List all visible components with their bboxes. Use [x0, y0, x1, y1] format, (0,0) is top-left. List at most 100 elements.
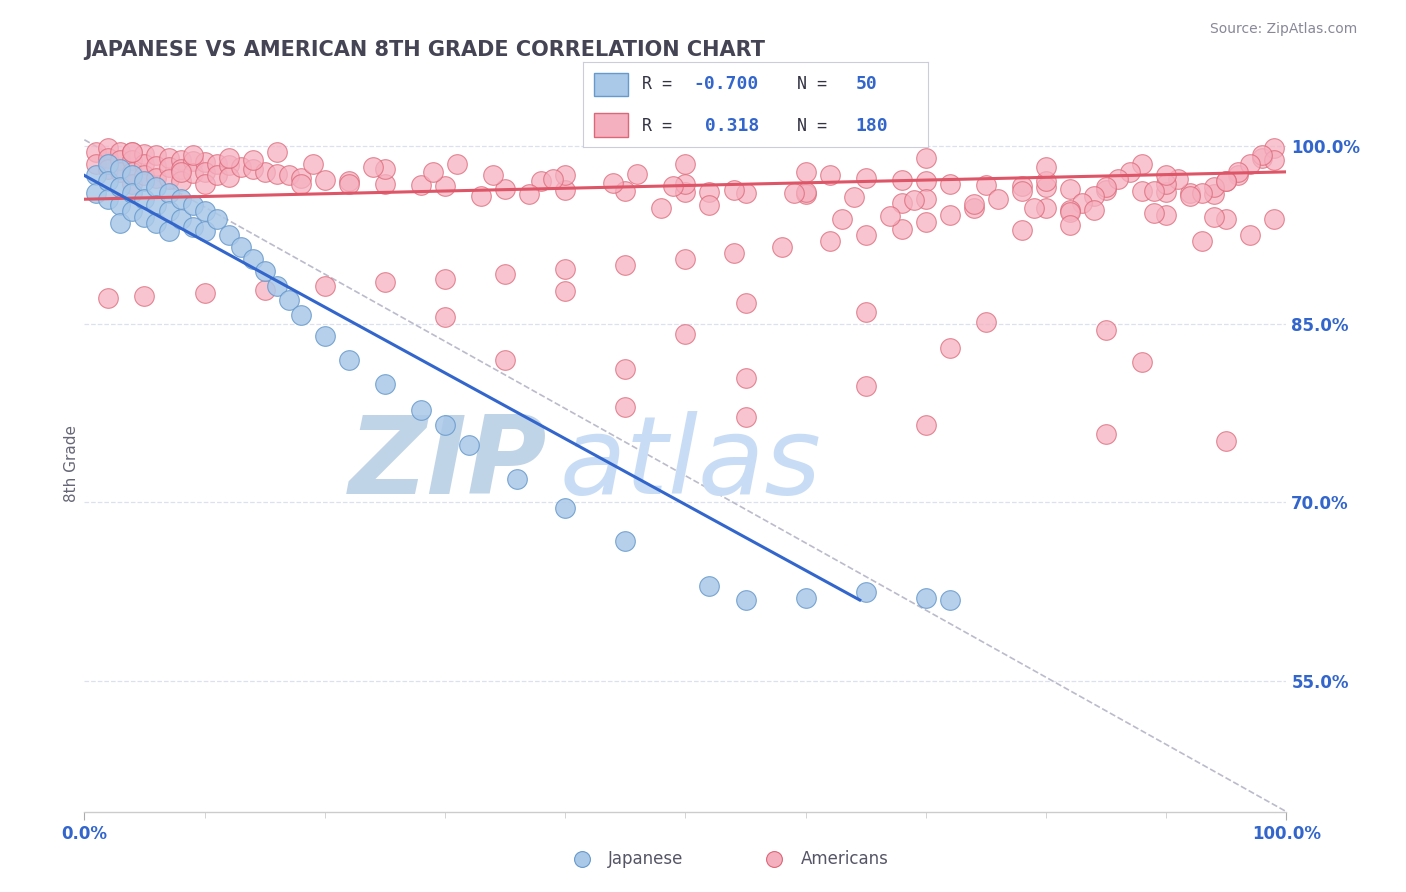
Point: [1251, 148, 1274, 162]
Point: [974, 178, 997, 192]
Point: [157, 172, 180, 186]
Point: [110, 198, 132, 212]
Point: [890, 195, 912, 210]
Point: [1215, 212, 1237, 227]
Point: [602, 176, 624, 190]
Point: [121, 145, 143, 159]
Text: N =: N =: [797, 75, 837, 93]
Point: [277, 169, 299, 183]
Point: [915, 192, 938, 206]
Point: [1156, 177, 1178, 191]
Point: [1263, 153, 1285, 167]
Point: [699, 185, 721, 199]
Point: [205, 212, 228, 227]
Point: [915, 151, 938, 165]
Point: [734, 409, 756, 424]
Point: [1263, 141, 1285, 155]
Point: [205, 156, 228, 170]
Point: [145, 180, 167, 194]
Y-axis label: 8th Grade: 8th Grade: [63, 425, 79, 502]
Point: [134, 210, 156, 224]
Point: [218, 169, 240, 184]
Point: [675, 252, 697, 266]
Point: [482, 169, 505, 183]
Point: [794, 187, 817, 202]
Text: Source: ZipAtlas.com: Source: ZipAtlas.com: [1209, 22, 1357, 37]
Point: [1215, 174, 1237, 188]
Point: [157, 151, 180, 165]
Point: [110, 216, 132, 230]
Point: [1083, 202, 1105, 217]
Point: [229, 160, 252, 174]
Point: [1251, 151, 1274, 165]
Point: [242, 252, 264, 266]
Point: [818, 234, 841, 248]
Point: [1191, 234, 1213, 248]
Point: [1083, 188, 1105, 202]
Point: [723, 183, 745, 197]
Point: [554, 501, 576, 516]
Point: [145, 159, 167, 173]
Point: [218, 227, 240, 242]
Point: [794, 165, 817, 179]
Point: [253, 263, 276, 277]
Point: [86, 169, 108, 183]
Point: [939, 208, 962, 222]
Point: [446, 156, 468, 170]
Point: [855, 305, 877, 319]
Point: [1156, 169, 1178, 183]
Point: [675, 156, 697, 170]
Point: [194, 204, 217, 219]
Point: [434, 272, 457, 286]
Text: JAPANESE VS AMERICAN 8TH GRADE CORRELATION CHART: JAPANESE VS AMERICAN 8TH GRADE CORRELATI…: [84, 40, 765, 60]
Point: [169, 212, 191, 227]
Point: [1215, 174, 1237, 188]
Point: [194, 177, 217, 191]
Point: [614, 258, 637, 272]
Point: [614, 184, 637, 198]
Point: [1167, 172, 1189, 186]
Point: [1095, 183, 1118, 197]
Bar: [593, 113, 628, 137]
Point: [374, 276, 396, 290]
Point: [1191, 186, 1213, 201]
Point: [181, 154, 204, 169]
Point: [1239, 227, 1261, 242]
Point: [145, 216, 167, 230]
Point: [121, 145, 143, 159]
Point: [422, 165, 444, 179]
Point: [470, 188, 492, 202]
Point: [494, 181, 516, 195]
Point: [361, 160, 384, 174]
Point: [554, 169, 576, 183]
Point: [1095, 180, 1118, 194]
Point: [97, 174, 120, 188]
Point: [1107, 172, 1129, 186]
Point: [374, 162, 396, 177]
Point: [97, 291, 120, 305]
Point: [1035, 180, 1057, 194]
Point: [86, 145, 108, 159]
Point: [842, 190, 865, 204]
Point: [1035, 174, 1057, 188]
Point: [97, 141, 120, 155]
Point: [554, 183, 576, 197]
Point: [110, 162, 132, 177]
Point: [1263, 212, 1285, 227]
Point: [374, 376, 396, 391]
Point: [181, 166, 204, 180]
Point: [134, 156, 156, 170]
Point: [1215, 434, 1237, 448]
Point: [314, 173, 336, 187]
Point: [1035, 201, 1057, 215]
Point: [409, 178, 432, 192]
Point: [181, 198, 204, 212]
Point: [277, 293, 299, 308]
Point: [194, 286, 217, 301]
Point: [97, 151, 120, 165]
Point: [614, 533, 637, 548]
Point: [530, 174, 553, 188]
Point: [1204, 187, 1226, 202]
Point: [253, 283, 276, 297]
Point: [855, 170, 877, 185]
